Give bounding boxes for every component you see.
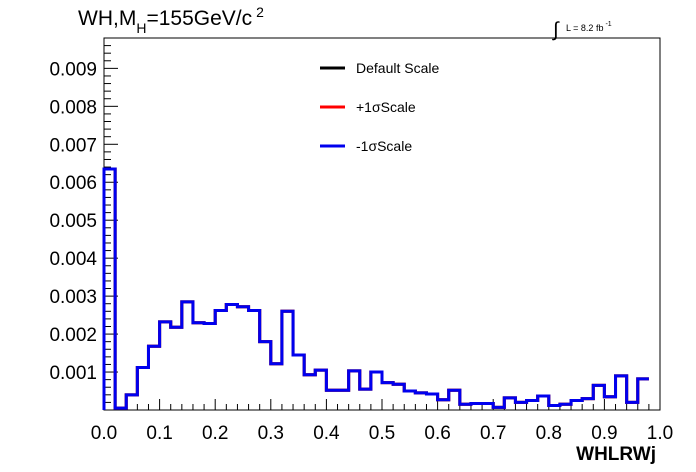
legend-label-2: -1σScale bbox=[356, 138, 412, 154]
legend-label-1: +1σScale bbox=[356, 99, 416, 115]
x-tick-label: 0.0 bbox=[91, 423, 117, 444]
title-value: =155GeV/c bbox=[146, 7, 252, 30]
title-subscript: H bbox=[136, 20, 146, 36]
x-tick-label: 0.6 bbox=[424, 423, 450, 444]
series-line-0 bbox=[102, 167, 649, 410]
x-axis-label: WHLRWj bbox=[576, 444, 656, 465]
y-tick-label: 0.006 bbox=[49, 173, 97, 194]
chart-title: WH,MH=155GeV/c 2 bbox=[78, 4, 264, 36]
x-tick-label: 0.3 bbox=[258, 423, 284, 444]
x-axis: 0.0 0.1 0.2 0.3 0.4 0.5 0.6 0.7 0.8 0.9 1.0 bbox=[91, 399, 673, 444]
x-tick-label: 1.0 bbox=[647, 423, 673, 444]
y-tick-label: 0.009 bbox=[49, 59, 97, 80]
x-tick-label: 0.8 bbox=[536, 423, 562, 444]
y-axis: 0.001 0.002 0.003 0.004 0.005 0.006 0.007 0.008… bbox=[49, 45, 118, 403]
y-tick-label: 0.002 bbox=[49, 325, 97, 346]
y-tick-label: 0.008 bbox=[49, 97, 97, 118]
x-tick-label: 0.1 bbox=[146, 423, 172, 444]
plot-frame bbox=[103, 37, 661, 411]
series-line-2 bbox=[102, 167, 649, 410]
title-prefix: WH,M bbox=[78, 7, 136, 30]
lumi-text: L = 8.2 fb bbox=[566, 23, 603, 33]
x-tick-label: 0.9 bbox=[591, 423, 617, 444]
integral-sign: ∫ bbox=[552, 19, 560, 41]
series-line-1 bbox=[102, 167, 649, 410]
legend: Default Scale +1σScale -1σScale bbox=[320, 60, 439, 154]
title-superscript: 2 bbox=[256, 4, 264, 20]
lumi-label: L = 8.2 fb -1 bbox=[566, 21, 612, 33]
y-tick-label: 0.005 bbox=[49, 211, 97, 232]
x-tick-label: 0.7 bbox=[480, 423, 506, 444]
x-tick-label: 0.4 bbox=[313, 423, 340, 444]
y-tick-label: 0.001 bbox=[49, 363, 97, 384]
x-tick-label: 0.2 bbox=[202, 423, 228, 444]
y-tick-label: 0.003 bbox=[49, 287, 97, 308]
legend-label-0: Default Scale bbox=[356, 60, 439, 76]
series-layer bbox=[102, 167, 649, 410]
y-tick-label: 0.004 bbox=[49, 249, 97, 270]
lumi-superscript: -1 bbox=[605, 21, 611, 28]
y-tick-label: 0.007 bbox=[49, 135, 97, 156]
x-tick-label: 0.5 bbox=[369, 423, 395, 444]
